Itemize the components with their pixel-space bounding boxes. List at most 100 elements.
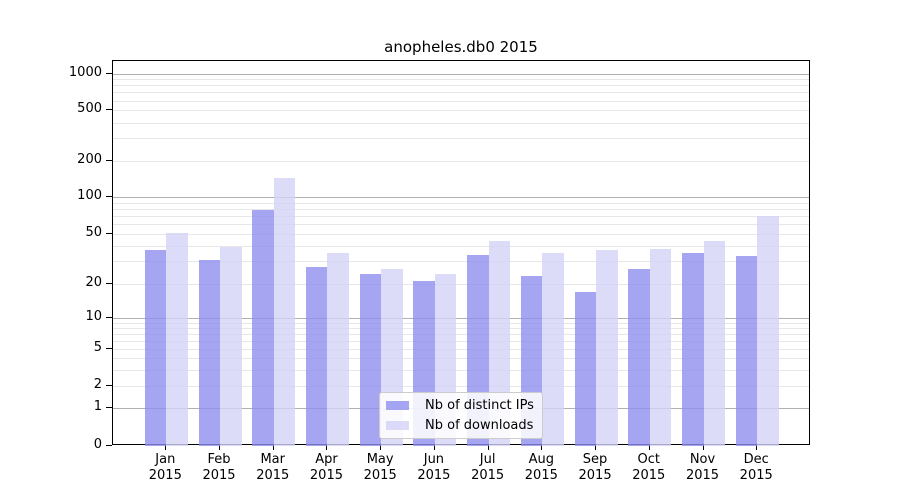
gridline-minor-9 [113,322,809,324]
y-tick-label-10: 10 [85,308,102,324]
bar-downloads-nov [703,240,725,446]
bar-downloads-jan [166,232,188,446]
gridline-minor-600 [113,100,809,102]
gridline-minor-60 [113,224,809,226]
y-tick-20 [106,282,112,284]
y-tick-label-200: 200 [77,151,102,167]
y-tick-200 [106,159,112,161]
x-tick-dec [756,445,758,450]
x-tick-label-sep: Sep 2015 [578,452,612,483]
x-tick-sep [595,445,597,450]
y-tick-label-1000: 1000 [68,64,102,80]
bar-distinct-ips-nov [682,253,704,446]
y-tick-1000 [106,72,112,74]
bar-distinct-ips-jan [144,250,167,446]
y-tick-label-500: 500 [77,101,102,117]
gridline-minor-80 [113,208,809,210]
y-tick-10 [106,316,112,318]
bar-downloads-feb [220,247,242,446]
y-tick-label-50: 50 [85,224,102,240]
bar-distinct-ips-oct [628,269,650,446]
y-tick-label-20: 20 [85,274,102,290]
y-tick-100 [106,196,112,197]
bar-distinct-ips-dec [735,256,758,446]
gridline-minor-300 [113,138,809,140]
y-tick-50 [106,232,112,234]
y-tick-500 [106,109,112,111]
bar-downloads-aug [542,253,564,446]
x-tick-apr [326,445,328,450]
x-tick-label-may: May 2015 [363,452,397,483]
gridline-minor-700 [113,92,809,94]
bar-downloads-apr [327,253,349,446]
gridline-major-100 [113,197,809,198]
y-tick-label-0: 0 [93,437,102,452]
x-tick-feb [219,445,221,450]
bar-distinct-ips-sep [574,291,597,446]
gridline-major-10 [113,317,809,319]
x-tick-jul [487,445,489,450]
x-tick-label-apr: Apr 2015 [309,452,343,483]
legend-row-downloads: Nb of downloads [386,418,534,433]
y-tick-5 [106,348,112,350]
legend-label-downloads: Nb of downloads [425,418,534,433]
plot-area [112,60,810,446]
x-tick-label-nov: Nov 2015 [685,452,720,483]
gridline-minor-500 [113,110,809,112]
y-tick-0 [106,445,112,446]
bar-downloads-dec [757,215,779,446]
gridline-minor-90 [113,202,809,204]
legend-row-distinct-ips: Nb of distinct IPs [386,398,534,413]
gridline-minor-900 [113,79,809,81]
gridline-minor-20 [113,283,809,285]
x-tick-label-aug: Aug 2015 [524,452,558,483]
gridline-minor-6 [113,340,809,342]
x-tick-jun [433,445,435,450]
x-tick-label-mar: Mar 2015 [256,452,290,483]
gridline-minor-3 [113,369,809,371]
x-tick-aug [541,445,543,450]
chart-title: anopheles.db0 2015 [384,38,538,56]
gridline-minor-5 [113,349,809,351]
gridline-minor-7 [113,333,809,335]
legend-label-distinct-ips: Nb of distinct IPs [425,398,534,413]
gridline-minor-800 [113,85,809,87]
x-tick-label-dec: Dec 2015 [739,452,773,483]
x-tick-jan [165,445,167,450]
bar-distinct-ips-feb [198,259,221,446]
bar-downloads-oct [649,248,672,446]
legend-swatch-distinct-ips [386,401,409,410]
gridline-minor-30 [113,261,809,263]
bar-distinct-ips-may [359,273,382,446]
bar-downloads-mar [273,178,296,446]
y-tick-label-100: 100 [77,188,102,203]
bar-distinct-ips-mar [252,210,274,446]
x-tick-mar [272,445,274,450]
gridline-minor-400 [113,122,809,124]
gridline-minor-70 [113,215,809,217]
gridline-minor-2 [113,386,809,387]
bar-downloads-sep [596,250,618,446]
x-tick-label-feb: Feb 2015 [202,452,236,483]
y-tick-label-2: 2 [93,377,102,392]
gridline-minor-40 [113,245,809,247]
y-tick-label-1: 1 [93,398,102,414]
gridline-major-1000 [113,73,809,75]
x-tick-may [380,445,382,450]
x-tick-label-jun: Jun 2015 [417,452,451,483]
x-tick-label-jul: Jul 2015 [471,452,505,483]
x-tick-label-jan: Jan 2015 [148,452,182,483]
legend: Nb of distinct IPs Nb of downloads [379,392,543,439]
gridline-minor-50 [113,233,809,235]
x-tick-oct [648,445,650,450]
y-tick-1 [106,406,112,408]
x-tick-label-oct: Oct 2015 [632,452,666,483]
gridline-minor-4 [113,358,809,360]
y-tick-2 [106,385,112,386]
gridline-minor-8 [113,327,809,329]
y-tick-label-5: 5 [93,340,102,356]
x-tick-nov [702,445,704,450]
bar-distinct-ips-apr [305,267,328,446]
gridline-minor-200 [113,160,809,162]
